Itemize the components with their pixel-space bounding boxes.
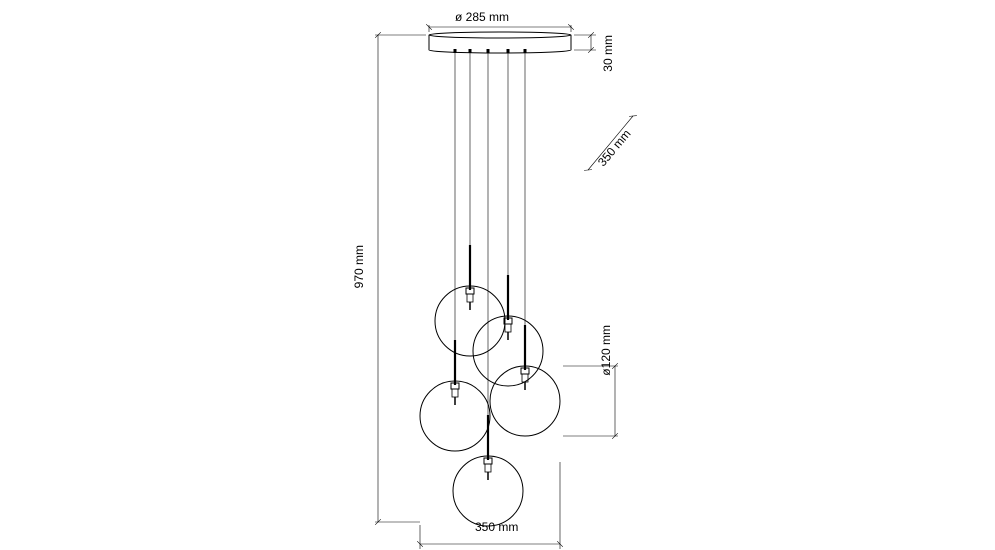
total-width-label: 350 mm (475, 520, 518, 534)
globe-diameter-label: ø120 mm (599, 325, 613, 376)
pendant-lamp-diagram (0, 0, 995, 550)
canopy-diameter-label: ø 285 mm (455, 10, 509, 24)
total-height-label: 970 mm (352, 245, 366, 288)
canopy-thickness-label: 30 mm (601, 35, 615, 72)
